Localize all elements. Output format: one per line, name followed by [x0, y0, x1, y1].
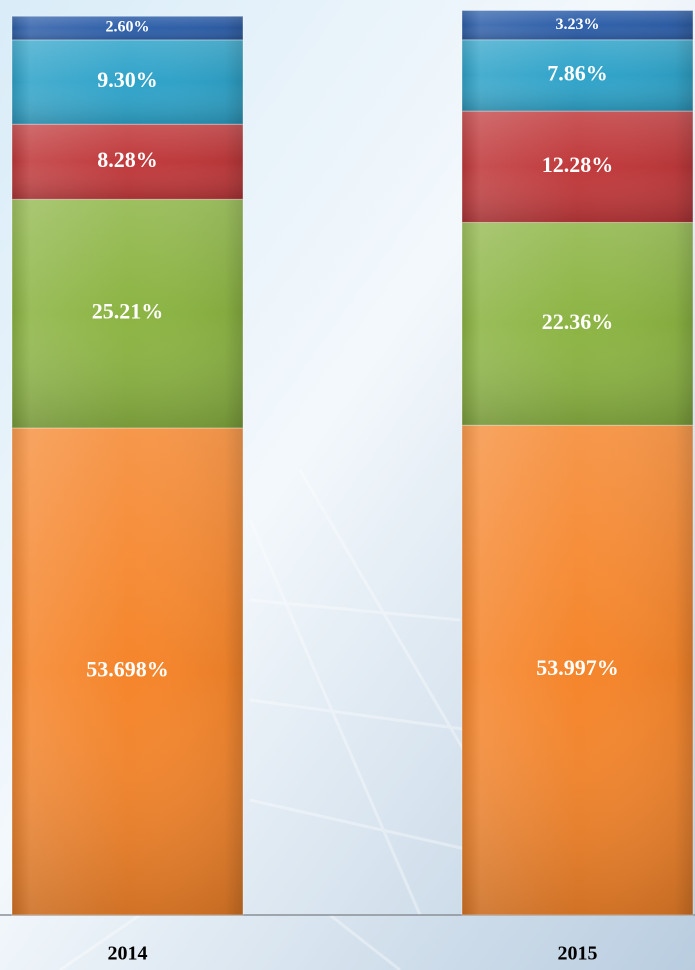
bar-shade — [11, 123, 244, 200]
data-label: 22.36% — [542, 309, 614, 334]
bar-shade — [11, 15, 244, 41]
data-label: 53.997% — [536, 655, 619, 680]
bar-shade — [461, 221, 694, 426]
bar-shade — [461, 9, 694, 41]
bar-shade — [461, 39, 694, 112]
bar-shade — [11, 198, 244, 429]
data-label: 3.23% — [556, 16, 600, 33]
data-label: 12.28% — [542, 152, 614, 177]
bar-shade — [461, 110, 694, 223]
bar-shade — [11, 427, 244, 916]
data-label: 25.21% — [92, 299, 164, 324]
x-tick-label: 2014 — [108, 943, 148, 965]
bar-shade — [11, 39, 244, 125]
data-label: 8.28% — [97, 147, 158, 172]
x-tick-label: 2015 — [558, 943, 598, 965]
bar-shade — [461, 424, 694, 916]
data-label: 9.30% — [97, 67, 158, 92]
data-label: 53.698% — [86, 657, 169, 682]
data-label: 2.60% — [106, 19, 150, 36]
data-label: 7.86% — [547, 60, 608, 85]
